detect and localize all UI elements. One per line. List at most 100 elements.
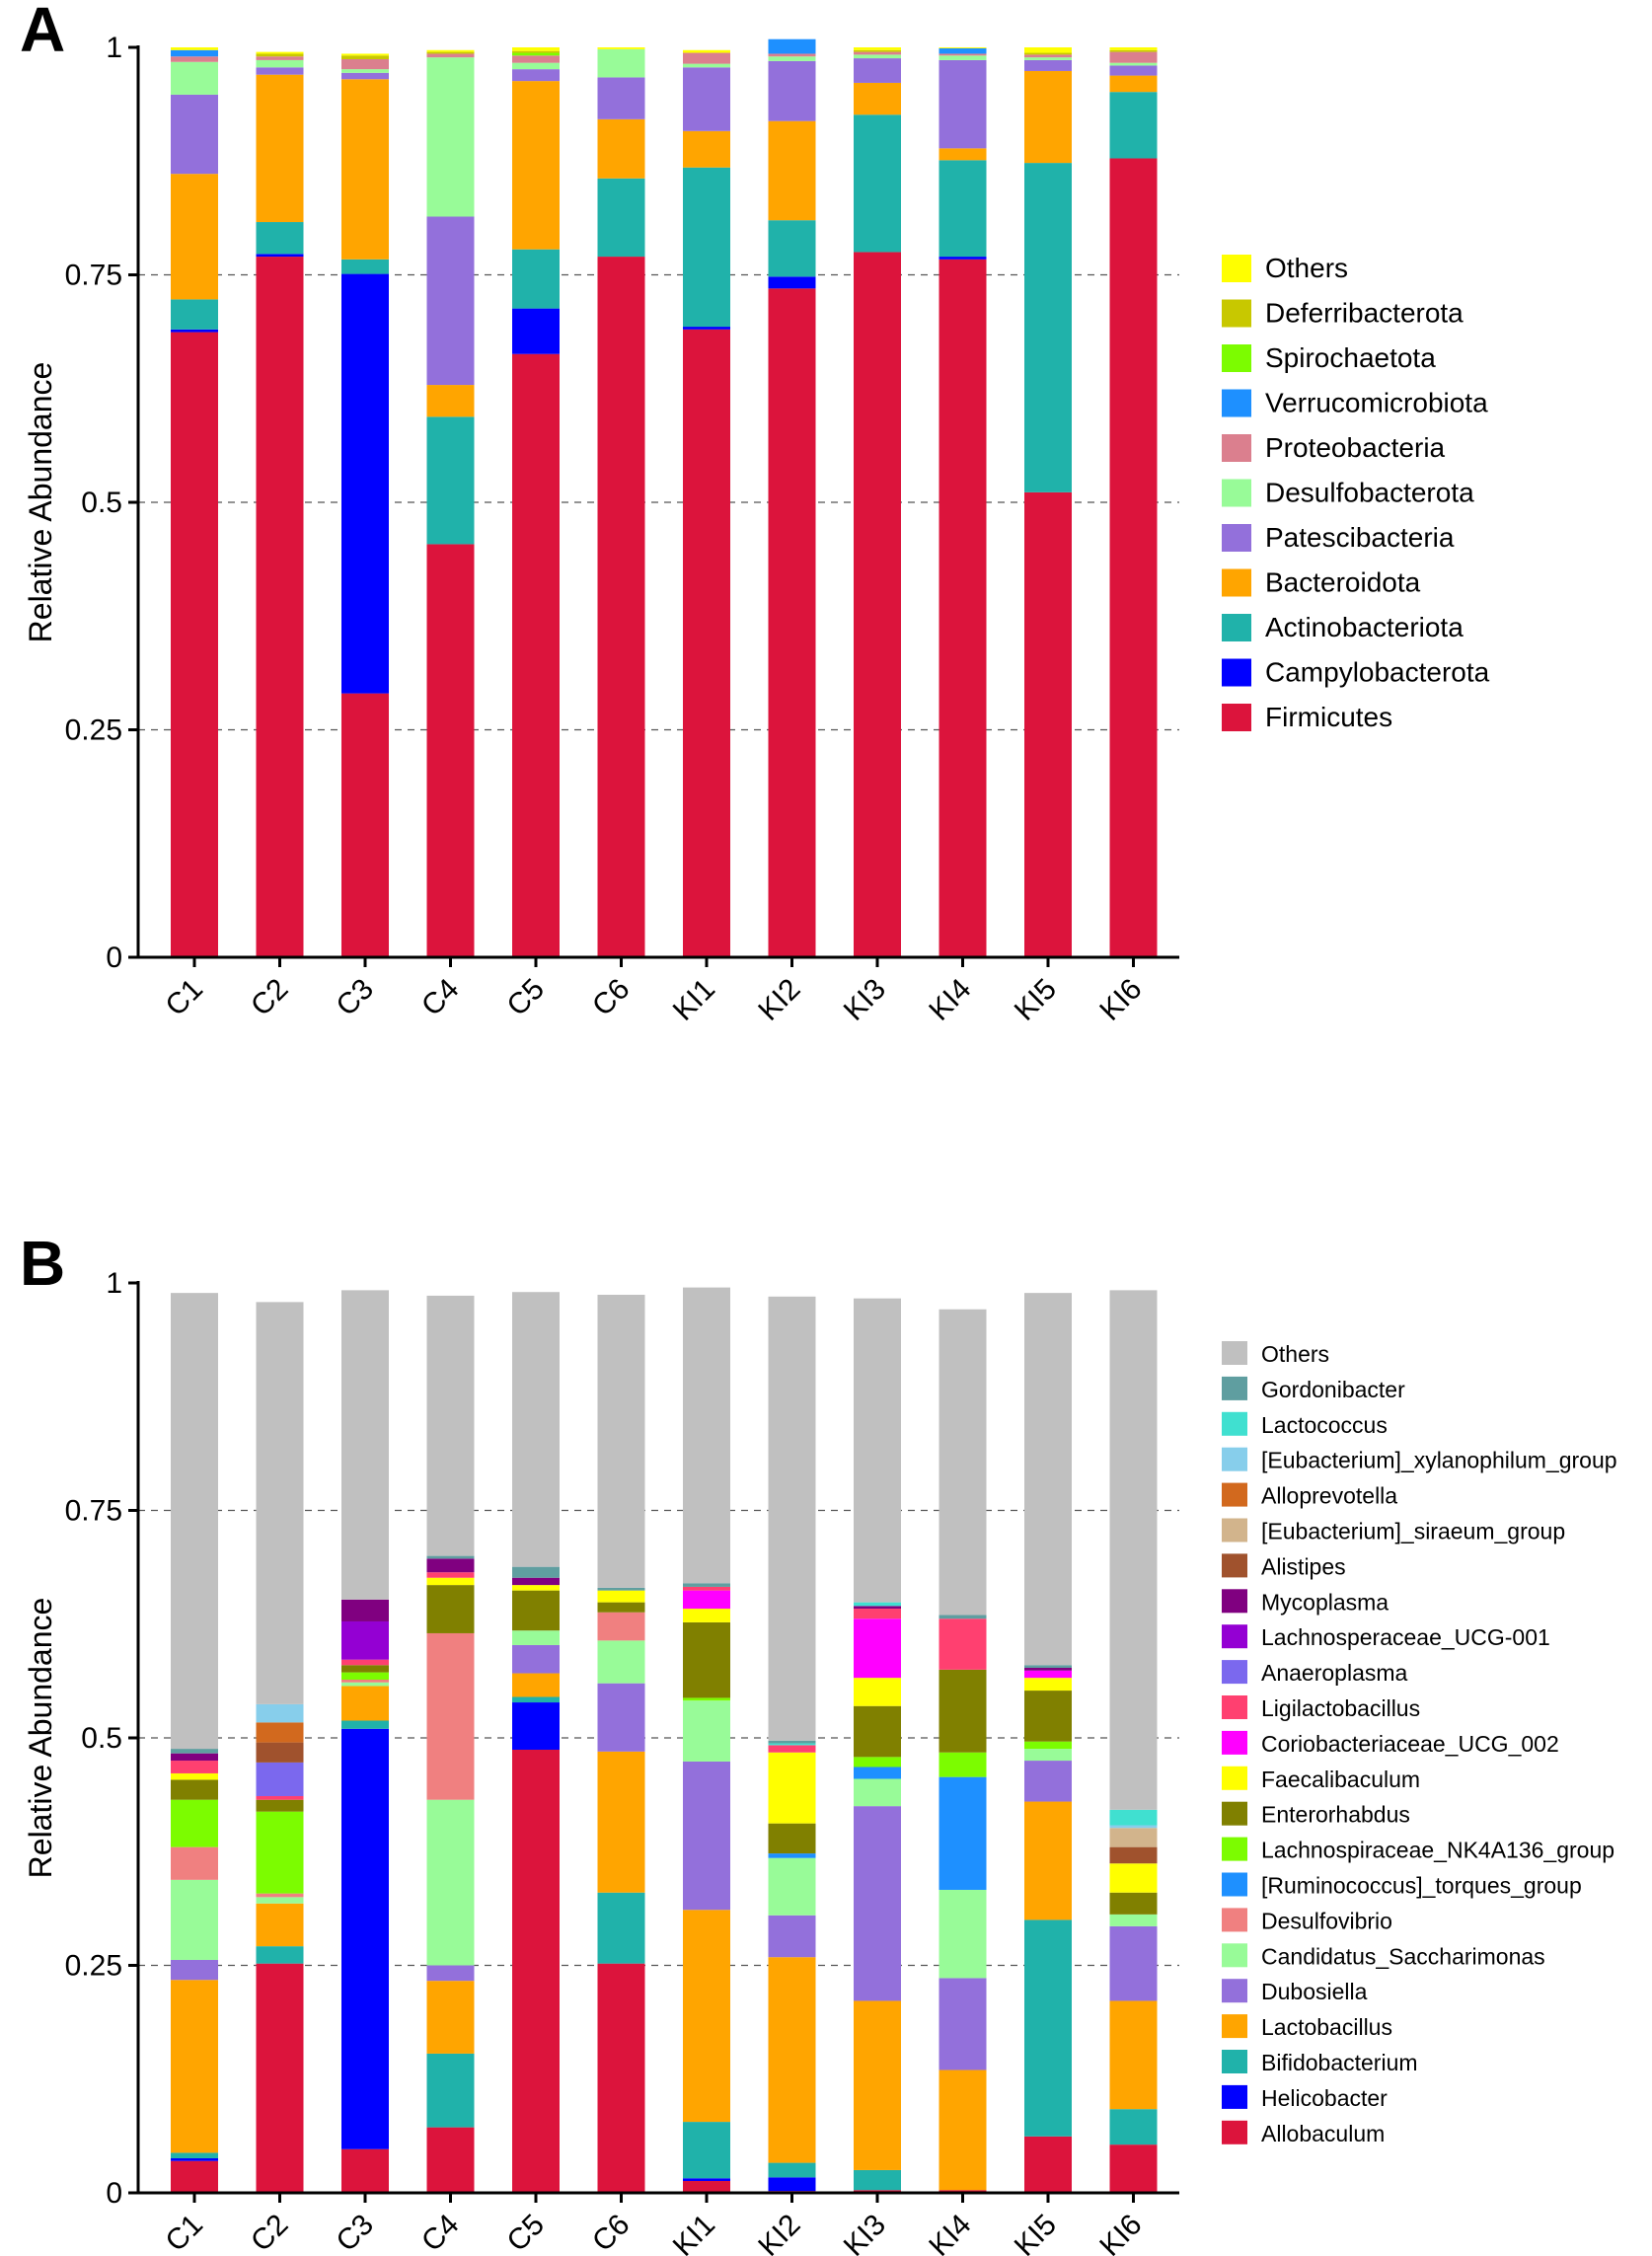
legend-label-eubacterium-xylanophilum-group: [Eubacterium]_xylanophilum_group (1261, 1448, 1617, 1473)
bar-segment-c6-bacteroidota (597, 118, 645, 179)
legend-label-campylobacterota: Campylobacterota (1265, 657, 1490, 688)
bar-segment-ki3-others (854, 47, 901, 50)
bar-segment-c5-candidatus-saccharimonas (512, 1630, 560, 1645)
bar-segment-c5-dubosiella (512, 1644, 560, 1674)
bar-segment-c3-enterorhabdus (341, 1665, 389, 1673)
bar-segment-c1-actinobacteriota (171, 299, 218, 330)
bar-segment-c1-desulfobacterota (171, 61, 218, 95)
bar-segment-c5-others (512, 47, 560, 51)
y-tick-label: 1 (106, 32, 122, 64)
bar-segment-c1-allobaculum (171, 2160, 218, 2193)
legend-label-ligilactobacillus: Ligilactobacillus (1261, 1695, 1420, 1721)
bar-segment-ki3-candidatus-saccharimonas (854, 1778, 901, 1807)
bar-segment-c5-enterorhabdus (512, 1590, 560, 1631)
bar-segment-c3-actinobacteriota (341, 259, 389, 274)
bar-segment-ki6-patescibacteria (1109, 65, 1158, 76)
legend-label-proteobacteria: Proteobacteria (1265, 432, 1446, 463)
bar-segment-c3-mycoplasma (341, 1599, 389, 1621)
y-tick-label: 0.25 (65, 1950, 122, 1983)
bar-segment-c4-patescibacteria (426, 216, 475, 386)
y-tick-label: 0.5 (81, 487, 122, 519)
legend-swatch-verrucomicrobiota (1222, 389, 1251, 417)
legend-swatch-lachnospiraceae-nk4a136-group (1222, 1837, 1247, 1861)
legend-label-alistipes: Alistipes (1261, 1553, 1346, 1579)
bar-segment-ki3-actinobacteriota (854, 114, 901, 253)
legend-label-dubosiella: Dubosiella (1261, 1979, 1368, 2004)
bar-segment-ki4-others (939, 1309, 987, 1616)
bar-segment-c3-helicobacter (341, 1728, 389, 2149)
bar-segment-ki6-faecalibaculum (1109, 1863, 1158, 1893)
bar-segment-c2-bifidobacterium (256, 1946, 304, 1964)
bar-segment-c3-campylobacterota (341, 273, 389, 694)
y-ticks-a: 0 0.25 0.5 0.75 1 (65, 32, 138, 974)
bar-segment-c5-others (512, 1292, 560, 1567)
bar-segment-ki5-bifidobacterium (1024, 1919, 1072, 2137)
bar-segment-ki1-bifidobacterium (683, 2122, 730, 2179)
y-tick-label: 0.5 (81, 1722, 122, 1755)
bar-segment-ki6-alistipes (1109, 1846, 1158, 1864)
bar-segment-c6-actinobacteriota (597, 178, 645, 258)
bar-segment-c2-firmicutes (256, 257, 304, 957)
y-axis-title-a: Relative Abundance (23, 362, 58, 643)
bar-segment-ki5-lactobacillus (1024, 1801, 1072, 1920)
legend-label-helicobacter: Helicobacter (1261, 2085, 1388, 2111)
legend-swatch-dubosiella (1222, 1979, 1247, 2003)
bar-segment-ki2-lactococcus (768, 1743, 816, 1746)
bar-segment-c4-lactobacillus (426, 1981, 475, 2054)
bar-segment-ki3-enterorhabdus (854, 1705, 901, 1758)
bar-segment-c4-enterorhabdus (426, 1585, 475, 1633)
bar-segment-ki5-faecalibaculum (1024, 1678, 1072, 1692)
bar-segment-c4-bacteroidota (426, 385, 475, 417)
bar-segment-ki6-bacteroidota (1109, 75, 1158, 93)
bar-segment-c5-spirochaetota (512, 52, 560, 56)
bar-segment-ki2-ligilactobacillus (768, 1745, 816, 1753)
bar-segment-c3-others (341, 1290, 389, 1600)
bar-segment-ki2-bacteroidota (768, 120, 816, 221)
legend-label-gordonibacter: Gordonibacter (1261, 1377, 1405, 1402)
bar-segment-ki2-firmicutes (768, 288, 816, 958)
legend-label-ruminococcus-torques-group: [Ruminococcus]_torques_group (1261, 1873, 1582, 1899)
bar-segment-ki1-desulfobacterota (683, 63, 730, 68)
legend-label-bacteroidota: Bacteroidota (1265, 567, 1421, 598)
y-tick-label: 0 (106, 941, 122, 974)
bar-segment-c3-allobaculum (341, 2148, 389, 2193)
legend-label-lactococcus: Lactococcus (1261, 1412, 1388, 1438)
legend-swatch-allobaculum (1222, 2120, 1247, 2144)
bar-segment-c1-bifidobacterium (171, 2152, 218, 2158)
bar-segment-c4-others (426, 49, 475, 52)
bar-segment-ki1-enterorhabdus (683, 1621, 730, 1698)
bar-segment-c2-bacteroidota (256, 74, 304, 223)
legend-label-lactobacillus: Lactobacillus (1261, 2014, 1392, 2040)
bar-segment-ki6-deferribacterota (1109, 49, 1158, 52)
y-tick-label: 1 (106, 1267, 122, 1300)
bar-segment-ki3-lactobacillus (854, 2000, 901, 2170)
bar-segment-ki6-proteobacteria (1109, 51, 1158, 63)
legend-swatch-enterorhabdus (1222, 1801, 1247, 1826)
legend-swatch-lachnosperaceae-ucg-001 (1222, 1624, 1247, 1649)
bar-segment-c4-desulfobacterota (426, 57, 475, 217)
bar-segment-c5-desulfobacterota (512, 62, 560, 70)
bar-segment-ki6-eubacterium-siraeum-group (1109, 1828, 1158, 1847)
legend-label-alloprevotella: Alloprevotella (1261, 1483, 1397, 1509)
legend-b: Others Gordonibacter Lactococcus [Eubacteri… (1222, 1341, 1617, 2146)
legend-swatch-eubacterium-siraeum-group (1222, 1518, 1247, 1542)
legend-label-others: Others (1265, 253, 1348, 283)
bar-segment-ki4-lachnospiraceae-nk4a136-group (939, 1752, 987, 1777)
bar-segment-ki1-others (683, 49, 730, 53)
legend-label-desulfovibrio: Desulfovibrio (1261, 1908, 1392, 1933)
bar-segment-ki2-lactobacillus (768, 1957, 816, 2163)
bar-segment-c6-desulfovibrio (597, 1612, 645, 1641)
legend-swatch-others (1222, 1341, 1247, 1365)
bar-segment-ki4-actinobacteriota (939, 160, 987, 258)
bar-segment-ki3-faecalibaculum (854, 1678, 901, 1706)
legend-swatch-candidatus-saccharimonas (1222, 1943, 1247, 1968)
bar-segment-c2-enterorhabdus (256, 1799, 304, 1812)
bar-segment-ki6-others (1109, 1290, 1158, 1810)
bar-segment-ki4-gordonibacter (939, 1615, 987, 1619)
bar-segment-c2-allobaculum (256, 1963, 304, 2193)
bar-segment-c5-patescibacteria (512, 69, 560, 82)
bar-segment-c6-others (597, 47, 645, 49)
bar-segment-ki1-ligilactobacillus (683, 1586, 730, 1591)
panel-a: A Relative Abundance 00.250.50.751 C1 C2 C… (20, 0, 1490, 1027)
bar-segment-c2-lachnospiraceae-nk4a136-group (256, 1811, 304, 1894)
